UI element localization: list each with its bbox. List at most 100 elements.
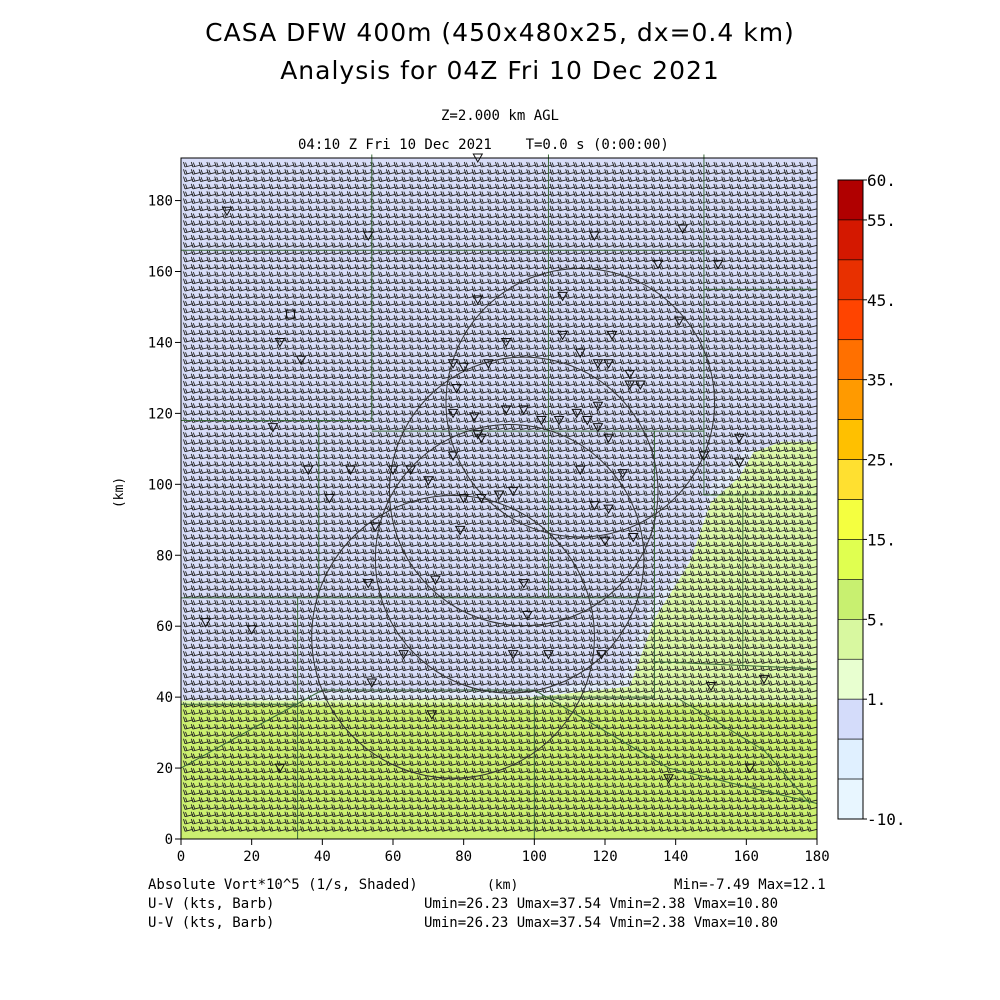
wind-barb: [385, 271, 396, 277]
wind-barb: [791, 198, 802, 204]
wind-barb: [268, 212, 279, 219]
wind-barb: [323, 205, 334, 212]
wind-barb: [596, 183, 607, 190]
wind-barb: [775, 234, 786, 241]
wind-barb: [510, 220, 521, 226]
wind-barb: [440, 176, 451, 183]
wind-barb: [612, 191, 623, 197]
wind-barb: [222, 256, 233, 263]
wind-barb: [580, 205, 591, 212]
wind-barb: [705, 264, 716, 270]
wind-barb: [752, 161, 763, 168]
wind-barb: [713, 271, 724, 277]
wind-barb: [635, 227, 646, 234]
wind-barb: [612, 227, 623, 234]
wind-barb: [190, 227, 201, 234]
wind-barb: [791, 212, 802, 219]
wind-barb: [354, 198, 365, 204]
wind-barb: [565, 161, 576, 168]
wind-barb: [487, 242, 498, 248]
wind-barb: [206, 242, 217, 248]
wind-barb: [557, 256, 568, 263]
wind-barb: [385, 227, 396, 234]
wind-barb: [760, 176, 771, 183]
wind-barb: [760, 220, 771, 226]
wind-barb: [541, 220, 552, 226]
wind-barb: [253, 227, 264, 234]
wind-barb: [471, 183, 482, 190]
wind-barb: [432, 256, 443, 263]
wind-barb: [651, 271, 662, 277]
wind-barb: [729, 183, 740, 190]
wind-barb: [315, 183, 326, 190]
wind-barb: [721, 220, 732, 226]
wind-barb: [456, 220, 467, 226]
wind-barb: [339, 212, 350, 219]
wind-barb: [214, 264, 225, 270]
wind-barb: [549, 161, 560, 168]
wind-barb: [510, 161, 521, 168]
wind-barb: [432, 271, 443, 277]
wind-barb: [612, 234, 623, 241]
wind-barb: [463, 227, 474, 234]
wind-barb: [807, 249, 818, 256]
wind-barb: [362, 220, 373, 226]
wind-barb: [362, 169, 373, 175]
wind-barb: [666, 161, 677, 168]
wind-barb: [651, 264, 662, 270]
wind-barb: [300, 183, 311, 190]
wind-barb: [783, 198, 794, 204]
wind-barb: [183, 205, 194, 212]
wind-barb: [612, 212, 623, 219]
wind-barb: [440, 256, 451, 263]
wind-barb: [752, 256, 763, 263]
wind-barb: [658, 183, 669, 190]
wind-barb: [354, 205, 365, 212]
wind-barb: [729, 176, 740, 183]
wind-barb: [440, 264, 451, 270]
wind-barb: [526, 242, 537, 248]
wind-barb: [331, 169, 342, 175]
wind-barb: [346, 271, 357, 277]
wind-barb: [768, 212, 779, 219]
wind-barb: [799, 234, 810, 241]
wind-barb: [510, 212, 521, 219]
wind-barb: [783, 227, 794, 234]
wind-barb: [502, 183, 513, 190]
wind-barb: [510, 198, 521, 204]
wind-barb: [518, 198, 529, 204]
wind-barb: [760, 183, 771, 190]
wind-barb: [721, 169, 732, 175]
wind-barb: [768, 161, 779, 168]
wind-barb: [198, 271, 209, 277]
wind-barb: [713, 161, 724, 168]
wind-barb: [518, 161, 529, 168]
wind-barb: [596, 198, 607, 204]
wind-barb: [744, 220, 755, 226]
wind-barb: [635, 169, 646, 175]
wind-barb: [783, 220, 794, 226]
wind-barb: [799, 242, 810, 248]
wind-barb: [799, 191, 810, 197]
wind-barb: [580, 220, 591, 226]
wind-barb: [518, 271, 529, 277]
wind-barb: [237, 234, 248, 241]
wind-barb: [346, 264, 357, 270]
wind-barb: [565, 227, 576, 234]
wind-barb: [690, 220, 701, 226]
wind-barb: [666, 264, 677, 270]
wind-barb: [190, 234, 201, 241]
wind-barb: [744, 234, 755, 241]
wind-barb: [549, 234, 560, 241]
wind-barb: [495, 212, 506, 219]
wind-barb: [713, 227, 724, 234]
wind-barb: [206, 198, 217, 204]
wind-barb: [565, 183, 576, 190]
wind-barb: [487, 161, 498, 168]
wind-barb: [705, 191, 716, 197]
wind-barb: [635, 220, 646, 226]
wind-barb: [721, 176, 732, 183]
wind-barb: [456, 212, 467, 219]
wind-barb: [760, 161, 771, 168]
wind-barb: [206, 256, 217, 263]
